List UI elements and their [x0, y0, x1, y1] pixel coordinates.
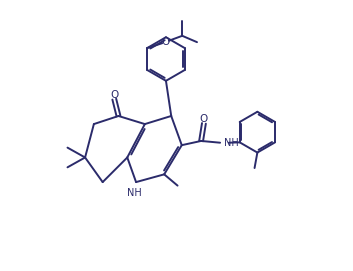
Text: NH: NH [223, 138, 238, 148]
Text: O: O [110, 89, 118, 99]
Text: O: O [161, 37, 169, 47]
Text: O: O [200, 114, 208, 124]
Text: NH: NH [127, 188, 142, 198]
